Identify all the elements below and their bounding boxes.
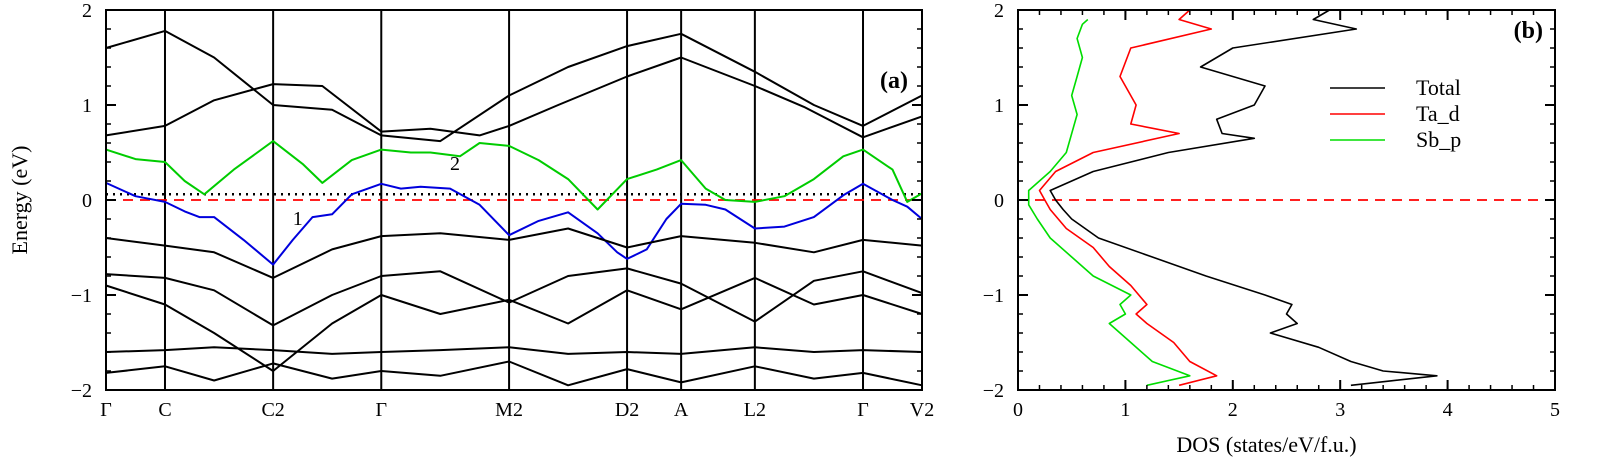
b-dos-series xyxy=(1027,9,1438,387)
band-line xyxy=(105,56,923,139)
y-tick-label: 2 xyxy=(994,0,1004,22)
x-tick-label: 4 xyxy=(1443,399,1453,421)
x-tick-label: 2 xyxy=(1228,399,1238,421)
y-tick-label: 2 xyxy=(82,0,92,22)
y-tick-label: −1 xyxy=(71,285,92,307)
x-tick-label: 5 xyxy=(1550,399,1560,421)
x-tick-label: Γ xyxy=(100,399,112,421)
legend-label: Sb_p xyxy=(1416,127,1461,152)
y-tick-label: 0 xyxy=(82,190,92,212)
legend-label: Total xyxy=(1416,75,1461,100)
y-tick-label: 0 xyxy=(994,190,1004,212)
y-tick-label: 1 xyxy=(994,95,1004,117)
band-line xyxy=(105,346,923,355)
band-2-line xyxy=(105,140,923,211)
b-x-ticks: 0 1 2 3 4 5 xyxy=(1013,10,1560,421)
a-x-ticks: Γ C C2 Γ M2 D2 A L2 Γ V2 xyxy=(100,399,934,421)
b-plot-frame xyxy=(1017,9,1556,391)
x-tick-label: M2 xyxy=(495,399,523,421)
band-number-label: 2 xyxy=(450,153,460,175)
x-tick-label: A xyxy=(674,399,689,421)
band-1-line xyxy=(105,181,923,266)
a-y-axis-title: Energy (eV) xyxy=(7,146,32,255)
band-number-label: 1 xyxy=(293,208,303,230)
dos-sb-p-line xyxy=(1027,18,1191,387)
band-line xyxy=(105,360,923,387)
a-band-labels: 12 xyxy=(293,153,460,230)
y-tick-label: −2 xyxy=(983,380,1004,402)
x-tick-label: 0 xyxy=(1013,399,1023,421)
dos-total-line xyxy=(1049,9,1438,387)
a-reference-lines xyxy=(106,193,922,201)
b-y-ticks: −2 −1 0 1 2 xyxy=(983,0,1555,402)
band-line xyxy=(105,276,923,372)
x-tick-label: C xyxy=(158,399,171,421)
x-tick-label: Γ xyxy=(375,399,387,421)
b-x-axis-title: DOS (states/eV/f.u.) xyxy=(1176,432,1356,457)
x-tick-label: V2 xyxy=(910,399,934,421)
x-tick-label: L2 xyxy=(744,399,766,421)
band-line xyxy=(105,267,923,327)
dos-ta-d-line xyxy=(1038,9,1218,387)
a-band-series xyxy=(105,29,923,387)
x-tick-label: Γ xyxy=(857,399,869,421)
x-tick-label: D2 xyxy=(615,399,639,421)
x-tick-label: C2 xyxy=(261,399,284,421)
band-line xyxy=(105,227,923,279)
band-line xyxy=(105,29,923,143)
y-tick-label: −1 xyxy=(983,285,1004,307)
panel-b-tag: (b) xyxy=(1514,18,1543,44)
x-tick-label: 1 xyxy=(1120,399,1130,421)
y-tick-label: −2 xyxy=(71,380,92,402)
legend-label: Ta_d xyxy=(1416,101,1460,126)
x-tick-label: 3 xyxy=(1335,399,1345,421)
y-tick-label: 1 xyxy=(82,95,92,117)
panel-a-tag: (a) xyxy=(880,68,908,94)
